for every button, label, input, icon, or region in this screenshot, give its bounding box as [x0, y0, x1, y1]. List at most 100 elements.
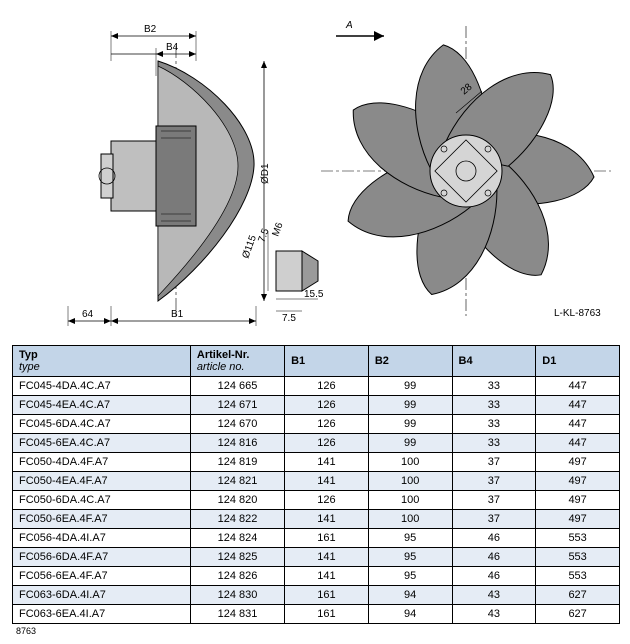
- table-row: FC056-4DA.4I.A7124 8241619546553: [13, 529, 620, 548]
- table-row: FC050-6DA.4C.A7124 82012610037497: [13, 491, 620, 510]
- table-cell: FC050-4DA.4F.A7: [13, 453, 191, 472]
- table-cell: 141: [285, 510, 369, 529]
- table-cell: 33: [452, 377, 536, 396]
- table-cell: 37: [452, 491, 536, 510]
- table-cell: FC050-6EA.4F.A7: [13, 510, 191, 529]
- dim-7_5b: 7.5: [282, 313, 296, 324]
- table-cell: 95: [368, 529, 452, 548]
- dim-7_5a: 7.5: [256, 227, 271, 244]
- col-header: D1: [536, 346, 620, 377]
- table-cell: 33: [452, 434, 536, 453]
- table-cell: 126: [285, 396, 369, 415]
- table-cell: 124 819: [190, 453, 284, 472]
- table-cell: 141: [285, 567, 369, 586]
- table-cell: FC045-6EA.4C.A7: [13, 434, 191, 453]
- table-cell: 497: [536, 453, 620, 472]
- table-cell: FC050-6DA.4C.A7: [13, 491, 191, 510]
- table-row: FC050-4EA.4F.A7124 82114110037497: [13, 472, 620, 491]
- table-row: FC045-4DA.4C.A7124 6651269933447: [13, 377, 620, 396]
- table-cell: FC063-6EA.4I.A7: [13, 605, 191, 624]
- table-cell: 161: [285, 529, 369, 548]
- table-cell: 124 822: [190, 510, 284, 529]
- table-cell: FC050-4EA.4F.A7: [13, 472, 191, 491]
- table-cell: 94: [368, 605, 452, 624]
- table-row: FC063-6EA.4I.A7124 8311619443627: [13, 605, 620, 624]
- footnote-ref: 8763: [16, 626, 624, 636]
- dim-64: 64: [82, 309, 94, 320]
- table-cell: 124 671: [190, 396, 284, 415]
- table-row: FC056-6EA.4F.A7124 8261419546553: [13, 567, 620, 586]
- col-header: B1: [285, 346, 369, 377]
- table-cell: 627: [536, 586, 620, 605]
- table-cell: 37: [452, 453, 536, 472]
- table-cell: 447: [536, 377, 620, 396]
- spec-table: TyptypeArtikel-Nr.article no.B1B2B4D1 FC…: [12, 345, 620, 624]
- dim-b2: B2: [144, 24, 157, 35]
- table-cell: 553: [536, 529, 620, 548]
- table-cell: 497: [536, 491, 620, 510]
- table-cell: 124 824: [190, 529, 284, 548]
- table-cell: FC063-6DA.4I.A7: [13, 586, 191, 605]
- front-view: 28: [321, 26, 611, 316]
- table-cell: 37: [452, 472, 536, 491]
- col-header: B2: [368, 346, 452, 377]
- dim-m6: M6: [270, 221, 285, 238]
- table-cell: 100: [368, 453, 452, 472]
- table-cell: 124 665: [190, 377, 284, 396]
- table-row: FC045-6DA.4C.A7124 6701269933447: [13, 415, 620, 434]
- dim-b1: B1: [171, 309, 184, 320]
- table-row: FC063-6DA.4I.A7124 8301619443627: [13, 586, 620, 605]
- col-header: Artikel-Nr.article no.: [190, 346, 284, 377]
- table-cell: 124 821: [190, 472, 284, 491]
- table-cell: 627: [536, 605, 620, 624]
- table-cell: 99: [368, 396, 452, 415]
- table-cell: 33: [452, 396, 536, 415]
- table-cell: 497: [536, 510, 620, 529]
- table-cell: 95: [368, 567, 452, 586]
- table-cell: 497: [536, 472, 620, 491]
- table-cell: 124 831: [190, 605, 284, 624]
- table-cell: 43: [452, 605, 536, 624]
- table-cell: 37: [452, 510, 536, 529]
- table-cell: FC045-4DA.4C.A7: [13, 377, 191, 396]
- dim-o115: Ø115: [240, 234, 259, 260]
- drawing-ref: L-KL-8763: [554, 308, 601, 319]
- table-cell: 124 670: [190, 415, 284, 434]
- table-cell: 46: [452, 529, 536, 548]
- table-row: FC050-6EA.4F.A7124 82214110037497: [13, 510, 620, 529]
- table-cell: 43: [452, 586, 536, 605]
- view-arrow: A: [336, 20, 384, 41]
- table-cell: 33: [452, 415, 536, 434]
- table-cell: 553: [536, 567, 620, 586]
- col-header: B4: [452, 346, 536, 377]
- table-cell: 94: [368, 586, 452, 605]
- table-cell: 124 825: [190, 548, 284, 567]
- col-header: Typtype: [13, 346, 191, 377]
- table-cell: 100: [368, 510, 452, 529]
- table-cell: FC045-4EA.4C.A7: [13, 396, 191, 415]
- table-cell: 161: [285, 605, 369, 624]
- table-cell: 95: [368, 548, 452, 567]
- table-cell: 447: [536, 415, 620, 434]
- engineering-drawings: A: [6, 6, 624, 341]
- table-cell: 141: [285, 472, 369, 491]
- table-cell: FC045-6DA.4C.A7: [13, 415, 191, 434]
- table-row: FC045-6EA.4C.A7124 8161269933447: [13, 434, 620, 453]
- arrow-label: A: [345, 20, 353, 31]
- table-row: FC050-4DA.4F.A7124 81914110037497: [13, 453, 620, 472]
- table-cell: 124 816: [190, 434, 284, 453]
- dim-d1: ØD1: [260, 163, 271, 184]
- table-cell: FC056-6EA.4F.A7: [13, 567, 191, 586]
- flange-detail: Ø115 7.5 M6 15.5 7.5: [240, 221, 323, 324]
- table-cell: 100: [368, 491, 452, 510]
- table-cell: 447: [536, 396, 620, 415]
- table-cell: 126: [285, 491, 369, 510]
- table-cell: FC056-6DA.4F.A7: [13, 548, 191, 567]
- table-cell: 100: [368, 472, 452, 491]
- table-cell: 124 830: [190, 586, 284, 605]
- table-cell: 126: [285, 415, 369, 434]
- table-row: FC045-4EA.4C.A7124 6711269933447: [13, 396, 620, 415]
- table-cell: 447: [536, 434, 620, 453]
- table-cell: 99: [368, 434, 452, 453]
- table-cell: 553: [536, 548, 620, 567]
